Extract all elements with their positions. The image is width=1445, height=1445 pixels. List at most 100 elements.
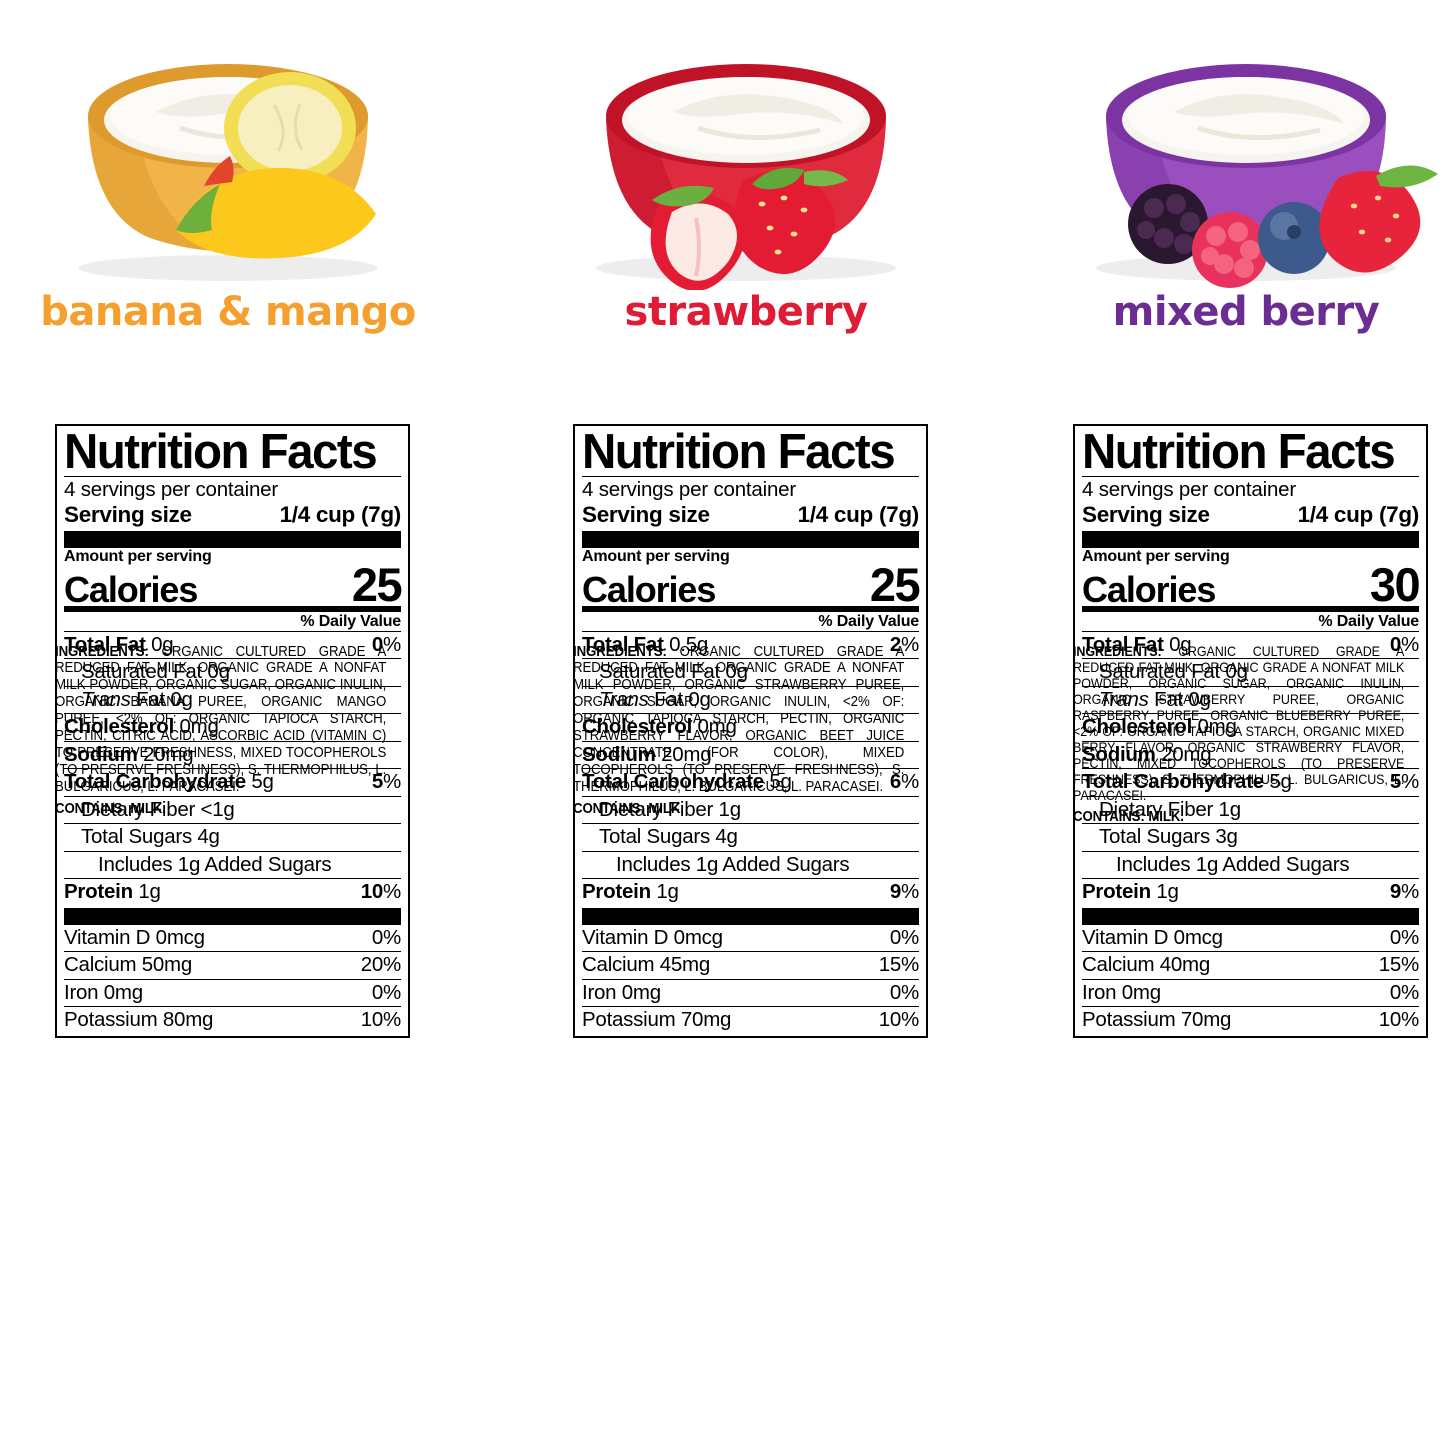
nutrient-name: Dietary Fiber: [81, 797, 196, 821]
nutrient-daily-value: 9%: [1389, 880, 1419, 904]
nutrient-row: Total Sugars 3g: [1082, 823, 1419, 851]
vitamin-daily-value: 20%: [360, 953, 402, 977]
nutrient-row: Total Fat 0.5g 2%: [582, 630, 919, 659]
flavor-title: mixed berry: [1112, 289, 1380, 335]
nutrient-name: Protein: [582, 880, 651, 904]
yogurt-bowl-banana-mango: [78, 64, 378, 281]
nutrient-daily-value: 0%: [371, 632, 401, 656]
nutrient-row: Sodium 20mg: [582, 740, 919, 769]
calories-row: Calories 25: [582, 558, 921, 612]
serving-size-row: Serving size 1/4 cup (7g): [582, 502, 919, 529]
nutrient-row: Total Sugars 4g: [582, 823, 919, 851]
vitamin-name: Vitamin D 0mcg: [1082, 925, 1223, 949]
nutrient-row: Dietary Fiber 1g: [1082, 795, 1419, 824]
vitamin-row: Potassium 70mg 10%: [582, 1006, 919, 1034]
vitamin-row: Calcium 45mg 15%: [582, 951, 919, 979]
nutrient-name: Protein: [64, 880, 133, 904]
calories-label: Calories: [582, 569, 716, 611]
ingredients-text: INGREDIENTS: ORGANIC CULTURED GRADE A RE…: [55, 644, 386, 797]
nutrient-daily-value: 2%: [889, 632, 919, 656]
serving-size-label: Serving size: [582, 502, 710, 528]
ingredients-block: INGREDIENTS: ORGANIC CULTURED GRADE A RE…: [573, 644, 904, 819]
serving-size-label: Serving size: [1082, 502, 1210, 528]
vitamin-name: Potassium 70mg: [1082, 1008, 1232, 1032]
nutrient-name: Total Carbohydrate: [1082, 770, 1264, 794]
strawberry-fruit-half: [650, 185, 746, 290]
strawberry-fruit-whole: [733, 167, 848, 275]
vitamin-daily-value: 10%: [360, 1008, 402, 1032]
nutrient-row: Cholesterol 0mg: [1082, 713, 1419, 741]
nutrient-name: Total Sugars: [599, 825, 710, 849]
product-photo: [28, 0, 428, 290]
divider-thick: [1082, 531, 1419, 549]
nutrient-name-rest: Fat 0g: [648, 687, 711, 711]
nutrient-amount: 4g: [715, 825, 738, 849]
nutrient-name: Saturated Fat: [1099, 660, 1220, 684]
yogurt-bowl-strawberry: [596, 64, 896, 290]
nutrient-row: Dietary Fiber <1g: [64, 795, 401, 824]
nutrient-row: Cholesterol 0mg: [582, 713, 919, 741]
nutrient-amount: 0mg: [697, 715, 737, 739]
nutrient-amount: <1g: [200, 797, 235, 821]
amount-per-serving-label: Amount per serving: [1082, 548, 1230, 566]
nutrient-row: Includes 1g Added Sugars: [582, 850, 919, 879]
contains-statement: CONTAINS: MILK.: [1073, 808, 1184, 825]
nutrient-name: Total Sugars: [81, 825, 192, 849]
ingredients-block: INGREDIENTS: ORGANIC CULTURED GRADE A RE…: [55, 644, 386, 819]
daily-value-header: % Daily Value: [300, 613, 401, 631]
nutrition-facts-title: Nutrition Facts: [582, 425, 896, 479]
vitamin-name: Vitamin D 0mcg: [582, 925, 723, 949]
nutrient-amount: 5g: [251, 770, 274, 794]
nutrient-daily-value: 5%: [371, 770, 401, 794]
banana-fruit: [224, 72, 356, 184]
vitamin-row: Calcium 40mg 15%: [1082, 951, 1419, 979]
serving-size-value: 1/4 cup (7g): [797, 502, 920, 528]
blackberry-fruit: [1128, 184, 1208, 264]
vitamin-row: Iron 0mg 0%: [1082, 978, 1419, 1007]
vitamin-daily-value: 0%: [889, 980, 919, 1004]
ingredients-list: ORGANIC CULTURED GRADE A REDUCED FAT MIL…: [55, 643, 387, 796]
nutrient-row: Saturated Fat 0g: [64, 658, 401, 686]
nutrient-name: Trans: [599, 687, 649, 711]
vitamin-row: Vitamin D 0mcg 0%: [64, 925, 401, 952]
nutrient-row: Total Fat 0g 0%: [1082, 630, 1419, 659]
product-column-mixed-berry: mixed berry Nutrition Facts 4 servings p…: [1046, 0, 1445, 1445]
calories-value: 25: [869, 558, 921, 612]
nutrient-amount: 0g: [1169, 632, 1192, 656]
ingredients-list: ORGANIC CULTURED GRADE A REDUCED FAT MIL…: [573, 643, 905, 796]
vitamin-daily-value: 0%: [889, 925, 919, 949]
nutrient-name: Total Sugars: [1099, 825, 1210, 849]
nutrient-name-rest: Fat 0g: [1148, 687, 1211, 711]
nutrient-row: Total Sugars 4g: [64, 823, 401, 851]
serving-size-value: 1/4 cup (7g): [1297, 502, 1420, 528]
nutrient-amount: 20mg: [1161, 742, 1212, 766]
vitamin-daily-value: 15%: [1378, 953, 1420, 977]
nutrient-amount: 0.5g: [669, 632, 709, 656]
calories-value: 30: [1369, 558, 1421, 612]
product-column-banana-mango: banana & mango Nutrition Facts 4 serving…: [28, 0, 428, 1445]
nutrient-row: Includes 1g Added Sugars: [64, 850, 401, 879]
nutrient-name: Sodium: [1082, 742, 1156, 766]
nutrient-row: Cholesterol 0mg: [64, 713, 401, 741]
nutrient-name: Total Fat: [582, 632, 664, 656]
flavor-title: strawberry: [624, 289, 868, 335]
calories-value: 25: [351, 558, 403, 612]
nutrient-amount: 1g: [138, 880, 161, 904]
nutrient-row: Protein 1g 9%: [582, 878, 919, 906]
vitamin-daily-value: 0%: [371, 980, 401, 1004]
nutrient-row: Saturated Fat 0g: [1082, 658, 1419, 686]
nutrient-name: Saturated Fat: [599, 660, 720, 684]
ingredients-label: INGREDIENTS:: [55, 643, 149, 660]
divider-thick-vitamins: [64, 907, 401, 925]
nutrient-row: Trans Fat 0g: [1082, 685, 1419, 714]
vitamin-daily-value: 15%: [878, 953, 920, 977]
nutrient-row: Dietary Fiber 1g: [582, 795, 919, 824]
vitamin-row: Calcium 50mg 20%: [64, 951, 401, 979]
nutrient-name: Trans: [1099, 687, 1149, 711]
vitamin-daily-value: 0%: [371, 925, 401, 949]
vitamin-name: Potassium 70mg: [582, 1008, 732, 1032]
nutrient-daily-value: 9%: [889, 880, 919, 904]
calories-label: Calories: [1082, 569, 1216, 611]
ingredients-label: INGREDIENTS:: [1073, 643, 1162, 659]
vitamin-daily-value: 10%: [878, 1008, 920, 1032]
